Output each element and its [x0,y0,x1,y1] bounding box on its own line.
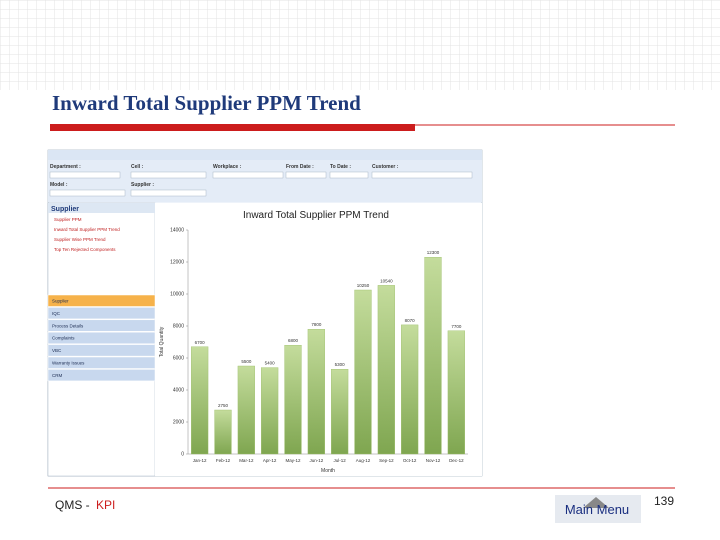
x-tick-label: Jun-12 [309,458,323,463]
background-grid [0,0,720,90]
nav-label[interactable]: Warranty Issues [52,361,85,366]
filter-label: Department : [50,164,81,170]
filter-input[interactable] [371,171,473,179]
nav-label[interactable]: CRM [52,373,62,378]
filter-label: Cell : [131,164,144,170]
nav-label[interactable]: Complaints [52,336,75,341]
nav-button[interactable] [47,344,156,357]
x-tick-label: Oct-12 [403,458,417,463]
sidebar-header: Supplier [51,206,79,213]
x-tick-label: Apr-12 [263,458,277,463]
sidebar-item[interactable]: Top Ten Rejected Components [54,247,116,252]
y-tick-label: 12000 [170,260,184,266]
main-menu-label[interactable]: Main Menu [565,502,629,517]
bar [447,330,465,455]
nav-button[interactable] [47,369,156,382]
bar [237,365,255,455]
bar [191,346,209,455]
nav-label[interactable]: IQC [52,311,61,316]
y-tick-label: 6000 [173,356,184,362]
data-label: 5500 [241,359,252,364]
filter-label: Workplace : [213,164,242,170]
bar [424,257,442,455]
sidebar-item[interactable]: Supplier Wise PPM Trend [54,237,106,242]
data-label: 7800 [311,322,322,327]
data-label: 10540 [380,278,393,283]
x-tick-label: Jan-12 [193,458,207,463]
x-tick-label: Jul-12 [334,458,347,463]
data-label: 5400 [265,361,276,366]
data-label: 10250 [357,283,370,288]
filter-input[interactable] [49,171,121,179]
bar [307,329,325,455]
nav-button[interactable] [47,294,156,307]
bar [377,285,395,455]
data-label: 8070 [405,318,416,323]
filter-input[interactable] [130,189,207,197]
nav-button[interactable] [47,307,156,320]
x-tick-label: Aug-12 [356,458,371,463]
filter-label: Customer : [372,164,399,170]
data-label: 5300 [335,362,346,367]
x-tick-label: Dec-12 [449,458,464,463]
nav-label[interactable]: VBC [52,348,62,353]
footer-accent: KPI [96,498,115,512]
data-label: 6700 [195,340,206,345]
bar [214,409,232,455]
data-label: 7700 [451,324,462,329]
y-tick-label: 14000 [170,228,184,234]
footer-text: QMS - [55,498,90,512]
filter-label: From Date : [286,164,314,170]
home-icon [583,497,609,508]
dynamic: Department : Cell : Workplace : From Date :… [47,164,473,474]
x-tick-label: Feb-12 [216,458,231,463]
x-tick-label: Mar-12 [239,458,254,463]
y-tick-label: 0 [181,452,184,458]
nav-label[interactable]: Supplier [52,299,69,304]
filter-input[interactable] [49,189,126,197]
y-tick-label: 8000 [173,324,184,330]
chart-title: Inward Total Supplier PPM Trend [243,210,389,221]
page-number: 139 [654,494,674,508]
sidebar-item[interactable]: Inward Total Supplier PPM Trend [54,227,120,232]
sidebar-header-bg [48,203,155,213]
bar [401,324,419,455]
nav-button[interactable] [47,319,156,332]
filter-input[interactable] [329,171,369,179]
x-tick-label: Sep-12 [379,458,394,463]
sidebar-item[interactable]: Supplier PPM [54,217,82,222]
y-tick-label: 4000 [173,388,184,394]
y-tick-label: 2000 [173,420,184,426]
data-label: 2750 [218,403,229,408]
data-label: 6800 [288,338,299,343]
filter-input[interactable] [130,171,207,179]
x-tick-label: May-12 [285,458,301,463]
slide-title: Inward Total Supplier PPM Trend [52,91,361,115]
y-tick-label: 10000 [170,292,184,298]
filter-input[interactable] [285,171,327,179]
title-bar [50,124,415,131]
app-titlebar [48,150,482,160]
x-tick-label: Nov-12 [426,458,441,463]
data-label: 12300 [427,250,440,255]
filter-input[interactable] [212,171,284,179]
bar [261,367,279,455]
x-axis-label: Month [321,468,335,474]
nav-button[interactable] [47,356,156,369]
bar [284,345,302,455]
nav-button[interactable] [47,331,156,344]
filter-label: Supplier : [131,182,154,188]
nav-label[interactable]: Process Details [52,323,84,328]
bar [354,289,372,455]
filter-label: To Date : [330,164,351,170]
y-axis-label: Total Quantity [159,326,165,357]
bar [331,369,349,455]
filter-label: Model : [50,182,68,188]
